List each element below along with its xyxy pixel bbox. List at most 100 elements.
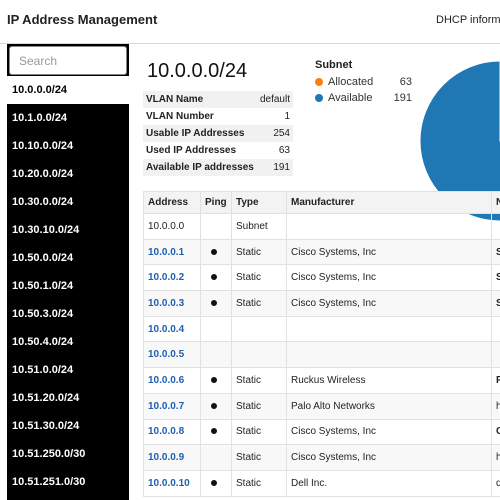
ip-address-link[interactable]: 10.0.0.1 [148, 246, 185, 258]
ip-address-link[interactable]: 10.0.0.3 [148, 297, 185, 309]
ping-status-icon [211, 402, 217, 409]
sidebar-subnet-item[interactable]: 10.30.10.0/24 [12, 224, 80, 236]
name-cell: S [491, 290, 500, 317]
address-cell: 10.0.0.2 [143, 264, 201, 292]
ip-address-link[interactable]: 10.0.0.8 [148, 426, 185, 438]
ping-cell [200, 264, 232, 292]
name-cell [491, 315, 500, 343]
sidebar-subnet-item[interactable]: 10.51.30.0/24 [12, 420, 80, 432]
manufacturer-cell: Cisco Systems, Inc [286, 418, 492, 446]
ping-cell [200, 341, 232, 369]
info-row: VLAN Name default [143, 91, 293, 108]
manufacturer-cell: Dell Inc. [286, 469, 492, 497]
ip-address-link[interactable]: 10.0.0.10 [148, 477, 190, 489]
ip-address-link[interactable]: 10.0.0.4 [148, 323, 185, 335]
ping-status-icon [211, 299, 217, 306]
sidebar-subnet-item[interactable]: 10.30.0.0/24 [12, 196, 74, 208]
table-row[interactable]: 10.0.0.0 Subnet [143, 213, 500, 240]
ping-cell [200, 367, 232, 394]
manufacturer-cell [286, 315, 492, 343]
sidebar-subnet-item[interactable]: 10.0.0.0/24 [7, 76, 129, 104]
table-row[interactable]: 10.0.0.5 [143, 341, 500, 369]
legend-value: 63 [399, 76, 412, 88]
info-row: VLAN Number 1 [143, 108, 293, 125]
chart-legend: Subnet Allocated 63 Available 191 [315, 59, 415, 106]
info-value: 191 [273, 162, 290, 173]
name-cell: S [491, 264, 500, 292]
address-cell: 10.0.0.6 [143, 367, 201, 394]
info-row: Used IP Addresses 63 [143, 142, 293, 159]
manufacturer-cell: Cisco Systems, Inc [286, 444, 492, 471]
sidebar-subnet-item[interactable]: 10.1.0.0/24 [12, 112, 68, 124]
name-cell: h [491, 444, 500, 471]
legend-label: Available [328, 92, 373, 104]
ping-status-icon [211, 376, 217, 383]
ping-cell [200, 469, 232, 497]
sidebar-subnet-item[interactable]: 10.51.20.0/24 [12, 392, 80, 404]
manufacturer-cell: Cisco Systems, Inc [286, 238, 492, 266]
info-value: 1 [284, 111, 290, 122]
info-value: 254 [273, 128, 290, 139]
manufacturer-cell: Palo Alto Networks [286, 392, 492, 420]
ip-address-link[interactable]: 10.0.0.2 [148, 272, 185, 284]
legend-swatch [315, 94, 323, 102]
name-cell: d [491, 469, 500, 497]
search-input[interactable] [9, 46, 127, 75]
info-label: Used IP Addresses [146, 145, 237, 156]
table-row[interactable]: 10.0.0.4 [143, 315, 500, 343]
address-cell: 10.0.0.9 [143, 444, 201, 471]
ping-cell [200, 290, 232, 317]
ip-address-link[interactable]: 10.0.0.5 [148, 349, 185, 361]
column-header[interactable]: Manufacturer [286, 191, 492, 214]
sidebar-subnet-item[interactable]: 10.51.0.0/24 [12, 364, 74, 376]
ip-address-link[interactable]: 10.0.0.7 [148, 400, 185, 412]
sidebar-subnet-item[interactable]: 10.51.251.0/30 [12, 476, 86, 488]
sidebar-subnet-item[interactable]: 10.10.0.0/24 [12, 140, 74, 152]
manufacturer-cell: Cisco Systems, Inc [286, 290, 492, 317]
column-header[interactable]: Ping [200, 191, 232, 214]
type-cell: Static [231, 264, 287, 292]
ip-address-link[interactable]: 10.0.0.6 [148, 374, 185, 386]
ping-cell [200, 238, 232, 266]
type-cell: Static [231, 418, 287, 446]
column-header[interactable]: N [491, 191, 500, 214]
ping-status-icon [211, 248, 217, 255]
name-cell: S [491, 238, 500, 266]
type-cell: Static [231, 444, 287, 471]
sidebar-subnet-item[interactable]: 10.50.4.0/24 [12, 336, 74, 348]
type-cell: Static [231, 367, 287, 394]
ping-cell [200, 315, 232, 343]
manufacturer-cell [286, 341, 492, 369]
manufacturer-cell [286, 213, 492, 240]
column-header[interactable]: Address [143, 191, 201, 214]
info-label: VLAN Number [146, 111, 214, 122]
column-header[interactable]: Type [231, 191, 287, 214]
app-title: IP Address Management [7, 12, 158, 27]
type-cell: Subnet [231, 213, 287, 240]
sidebar-subnet-item[interactable]: 10.50.0.0/24 [12, 252, 74, 264]
name-cell: C [491, 418, 500, 446]
ping-status-icon [211, 428, 217, 435]
info-row: Usable IP Addresses 254 [143, 125, 293, 142]
ip-address-table: AddressPingTypeManufacturerN 10.0.0.0 Sub… [143, 191, 500, 497]
sidebar-subnet-item[interactable]: 10.20.0.0/24 [12, 168, 74, 180]
dhcp-information-link[interactable]: DHCP informat [436, 14, 500, 26]
ip-address-link[interactable]: 10.0.0.9 [148, 452, 185, 464]
ping-cell [200, 444, 232, 471]
type-cell [231, 315, 287, 343]
sidebar-subnet-item[interactable]: 10.51.250.0/30 [12, 448, 86, 460]
sidebar-subnet-item[interactable]: 10.50.3.0/24 [12, 308, 74, 320]
address-cell: 10.0.0.5 [143, 341, 201, 369]
legend-swatch [315, 78, 323, 86]
sidebar-subnet-item[interactable]: 10.50.1.0/24 [12, 280, 74, 292]
ping-status-icon [211, 479, 217, 486]
top-bar: IP Address Management DHCP informat [0, 0, 500, 44]
